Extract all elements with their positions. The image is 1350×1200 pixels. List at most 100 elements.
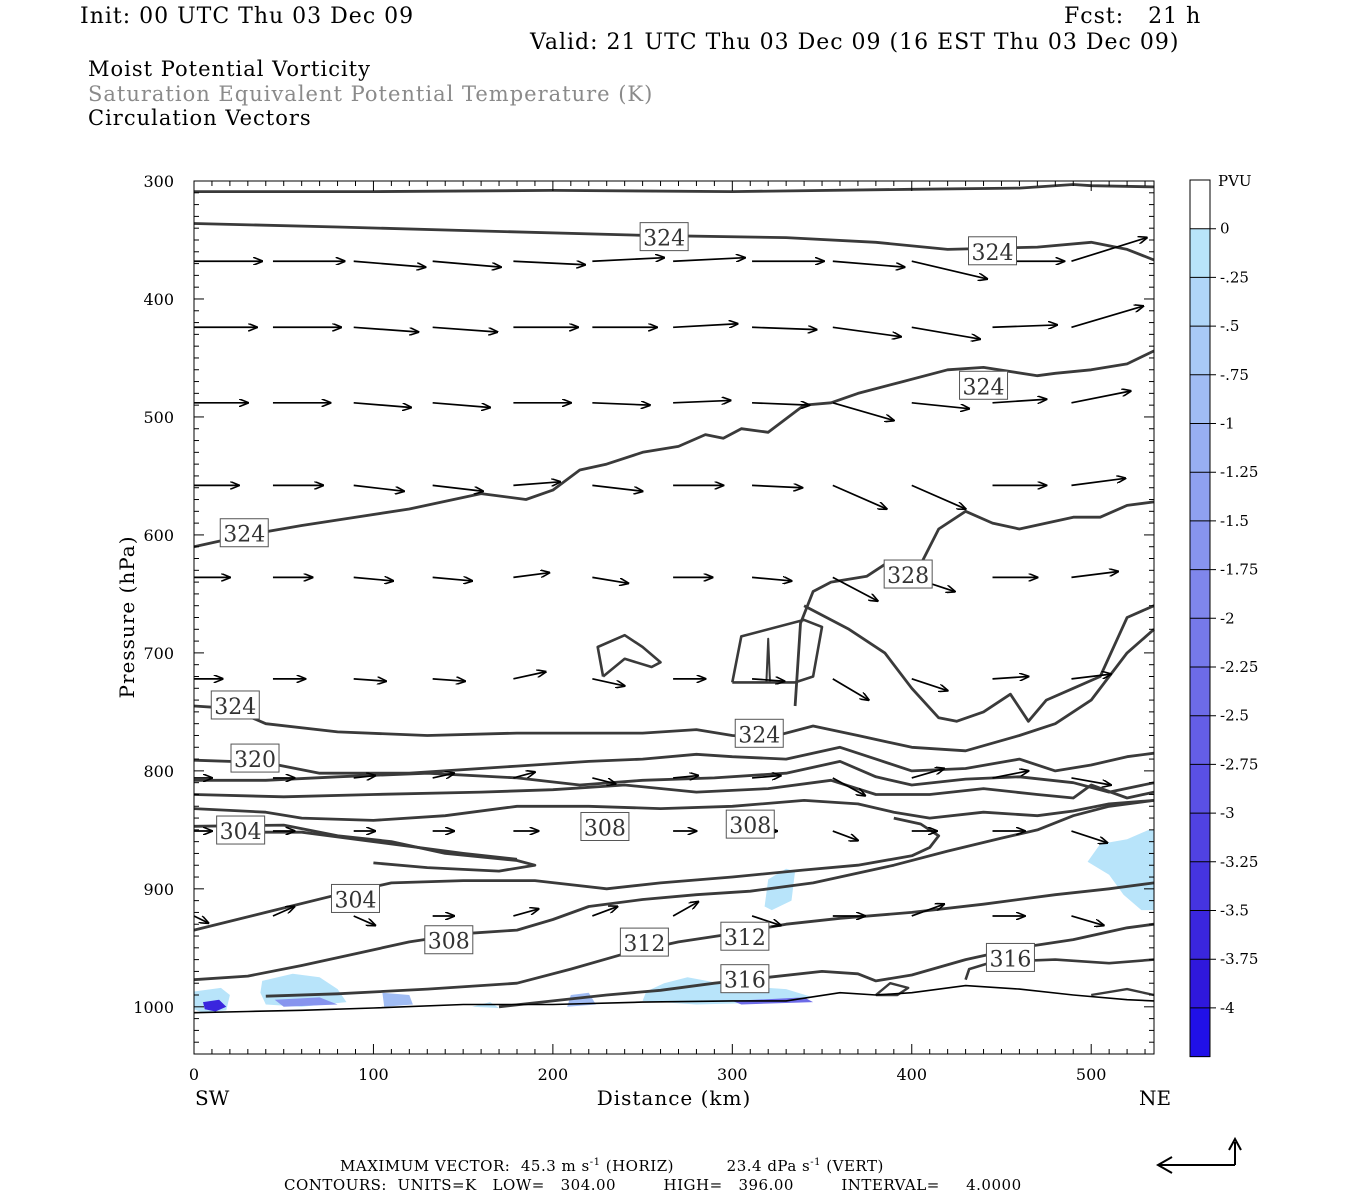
field-title-vectors: Circulation Vectors: [88, 106, 312, 130]
circulation-vector: [751, 776, 781, 778]
pv-shading: [194, 829, 1154, 1013]
ne-label: NE: [1139, 1086, 1171, 1110]
contour-label: 324: [972, 241, 1014, 266]
circulation-vector: [911, 326, 980, 339]
pv-blob: [274, 997, 338, 1007]
field-title-theta-es: Saturation Equivalent Potential Temperat…: [88, 82, 654, 106]
circulation-vector: [911, 484, 966, 509]
circulation-vector: [353, 915, 376, 925]
contour-label: 308: [729, 814, 771, 839]
x-tick-label: 500: [1076, 1065, 1107, 1084]
circulation-vector: [832, 576, 878, 601]
y-axis-label: Pressure (hPa): [115, 536, 139, 699]
colorbar-label: -3.75: [1220, 950, 1258, 968]
circulation-vector: [911, 769, 944, 779]
contour-label: 324: [223, 523, 265, 548]
circulation-vector: [673, 324, 738, 328]
colorbar-swatch: [1190, 374, 1210, 424]
contour-line: [193, 349, 1155, 549]
colorbar-label: -1.5: [1220, 512, 1249, 530]
circulation-vector: [1071, 830, 1107, 843]
x-tick-label: 100: [358, 1065, 389, 1084]
valid-time: Valid: 21 UTC Thu 03 Dec 09 (16 EST Thu …: [530, 30, 1180, 55]
colorbar-label: -.25: [1220, 268, 1249, 286]
pv-blob: [1087, 829, 1154, 911]
colorbar-swatch: [1190, 228, 1210, 278]
pv-blob: [260, 973, 347, 1007]
colorbar-label: -.75: [1220, 366, 1249, 384]
circulation-vector: [752, 485, 802, 487]
contour-label: 320: [234, 748, 276, 773]
contour-label: 324: [214, 695, 256, 720]
circulation-vector: [911, 260, 987, 279]
colorbar-label: -2.75: [1220, 755, 1258, 773]
pv-colorbar: [1189, 179, 1211, 1058]
circulation-vector: [752, 327, 817, 329]
circulation-vectors: [193, 238, 1147, 926]
contour-label-box: [216, 815, 266, 845]
circulation-vector: [272, 907, 295, 917]
circulation-vector: [832, 830, 858, 840]
pv-blob: [203, 999, 227, 1012]
circulation-vector: [353, 326, 419, 332]
contour-line: [193, 799, 1155, 822]
sw-label: SW: [195, 1086, 230, 1110]
colorbar-swatch: [1190, 520, 1210, 571]
colorbar-swatch: [1190, 959, 1210, 1009]
circulation-vector: [353, 776, 376, 778]
circulation-vector: [751, 915, 781, 925]
contour-label-box: [720, 964, 770, 994]
y-tick-label: 500: [143, 408, 174, 427]
circulation-vector: [832, 401, 894, 421]
contour-line: [731, 618, 824, 684]
x-axis-label: Distance (km): [597, 1086, 752, 1110]
colorbar-label: -1: [1220, 415, 1235, 433]
circulation-vector: [832, 326, 901, 336]
contour-label: 328: [887, 564, 929, 589]
circulation-vector: [752, 403, 809, 405]
contour-label: 304: [334, 888, 376, 913]
colorbar-label: -.5: [1220, 317, 1239, 335]
circulation-vector: [592, 678, 624, 686]
circulation-vector: [432, 260, 501, 267]
colorbar-swatch: [1190, 472, 1210, 522]
surface-line: [193, 984, 1155, 1014]
circulation-vector: [751, 679, 784, 681]
theta-es-contours: [193, 183, 1155, 1009]
contour-line: [1091, 987, 1155, 997]
circulation-vector: [353, 577, 393, 581]
contour-line: [229, 830, 518, 861]
colorbar-label: -3.5: [1220, 902, 1249, 920]
colorbar-swatch: [1190, 618, 1210, 668]
colorbar-swatch: [1190, 277, 1210, 327]
circulation-vector: [432, 326, 498, 332]
contour-line: [498, 922, 1155, 1009]
circulation-vector: [592, 484, 642, 491]
max-vector-note: MAXIMUM VECTOR: 45.3 m s-1 (HORIZ) 23.4 …: [340, 1157, 884, 1175]
contour-line: [265, 881, 1155, 998]
colorbar-swatch: [1190, 715, 1210, 765]
circulation-vector: [1071, 674, 1110, 680]
circulation-vector: [992, 676, 1029, 678]
contour-label-box: [219, 518, 269, 548]
contour-label: 304: [220, 820, 262, 845]
circulation-vector: [513, 261, 585, 265]
circulation-vector: [1071, 571, 1118, 579]
pv-blob: [382, 992, 413, 1007]
x-tick-label: 200: [538, 1065, 569, 1084]
colorbar-label: -2: [1220, 609, 1235, 627]
x-tick-label: 400: [896, 1065, 927, 1084]
colorbar-swatch: [1190, 326, 1210, 376]
contour-line: [193, 799, 1155, 982]
colorbar-label: 0: [1220, 220, 1230, 238]
colorbar-swatch: [1190, 861, 1210, 911]
circulation-vector: [353, 484, 404, 491]
circulation-vector: [432, 577, 472, 581]
circulation-vector: [832, 777, 865, 796]
circulation-vector: [592, 576, 628, 583]
contour-label-box: [734, 718, 784, 748]
colorbar-swatch: [1190, 180, 1210, 230]
y-tick-label: 800: [143, 762, 174, 781]
circulation-vector: [432, 773, 455, 778]
